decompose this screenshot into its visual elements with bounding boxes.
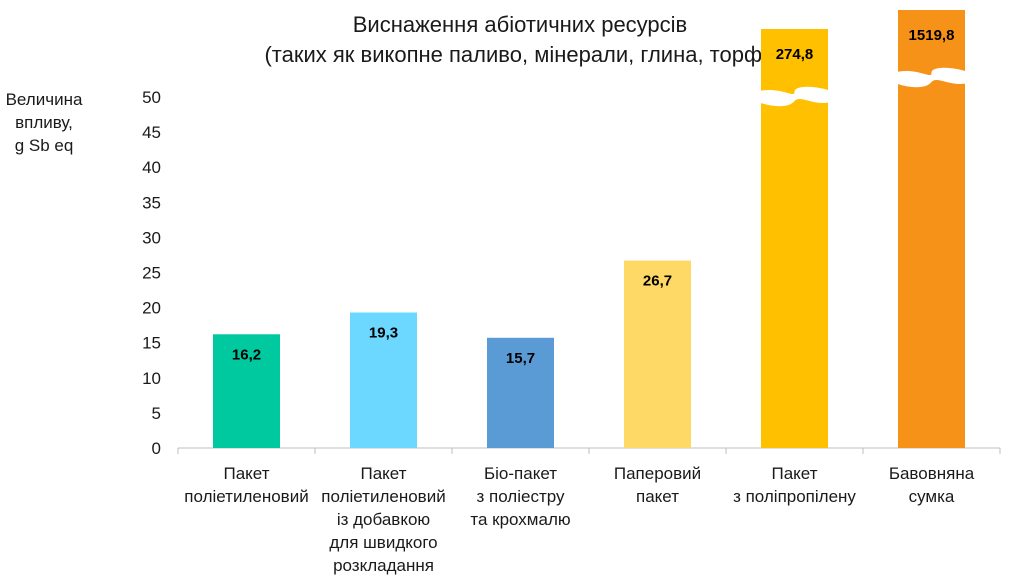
bar	[487, 337, 554, 448]
x-category-label-line: з поліпропілену	[733, 487, 856, 506]
x-category-label-line: Пакет	[223, 464, 270, 483]
x-category-label-line: пакет	[636, 487, 679, 506]
y-tick-label: 30	[142, 228, 161, 247]
y-tick-label: 45	[142, 123, 161, 142]
x-category-label-line: сумка	[908, 487, 955, 506]
data-label: 19,3	[369, 325, 398, 342]
data-label: 1519,8	[909, 27, 955, 44]
x-category-label: Пакет з поліпропілену	[727, 462, 863, 508]
axis-break-mark	[892, 67, 971, 88]
x-category-label-line: із добавкою	[336, 510, 431, 529]
x-category-label-line: Пакет	[360, 464, 407, 483]
y-tick-label: 35	[142, 193, 161, 212]
y-tick-label: 20	[142, 299, 161, 318]
y-tick-label: 5	[152, 404, 161, 423]
y-tick-label: 50	[142, 88, 161, 107]
x-category-label-line: Пакет	[771, 464, 818, 483]
bar	[624, 260, 691, 448]
x-category-label: Біо-пакет з поліестру та крохмалю	[453, 462, 589, 531]
y-axis-label-line-3: g Sb eq	[14, 136, 74, 155]
y-tick-label: 10	[142, 369, 161, 388]
y-tick-label: 40	[142, 158, 161, 177]
x-category-label-line: розкладання	[333, 556, 434, 575]
data-label: 274,8	[776, 46, 814, 63]
x-category-label-line: поліетиленовий	[184, 487, 309, 506]
y-axis-label-line-2: впливу,	[15, 113, 73, 132]
x-category-label-line: з поліестру	[476, 487, 565, 506]
x-category-label-line: Паперовий	[613, 464, 702, 483]
data-label: 16,2	[232, 346, 261, 363]
y-tick-label: 15	[142, 334, 161, 353]
x-category-label: Пакет поліетиленовий	[179, 462, 315, 508]
x-category-label-line: Бавовняна	[888, 464, 975, 483]
x-category-label-line: та крохмалю	[470, 510, 571, 529]
x-category-label-line: поліетиленовий	[321, 487, 446, 506]
chart-title-line-1: Виснаження абіотичних ресурсів	[352, 12, 688, 37]
chart-title-line-2: (таких як викопне паливо, мінерали, глин…	[264, 42, 776, 67]
data-label: 15,7	[506, 350, 535, 367]
data-label: 26,7	[643, 273, 672, 290]
y-tick-label: 25	[142, 264, 161, 283]
x-category-label-line: для швидкого	[329, 533, 438, 552]
bar	[350, 312, 417, 448]
axis-break-mark	[755, 86, 834, 107]
x-category-label: Паперовий пакет	[590, 462, 726, 508]
x-category-label: Бавовняна сумка	[864, 462, 1000, 508]
x-category-label: Пакет поліетиленовий із добавкою для швидко…	[316, 462, 452, 577]
y-axis-label-line-1: Величина	[5, 90, 83, 109]
y-tick-label: 0	[152, 439, 161, 458]
bar	[213, 334, 280, 448]
x-category-label-line: Біо-пакет	[483, 464, 557, 483]
